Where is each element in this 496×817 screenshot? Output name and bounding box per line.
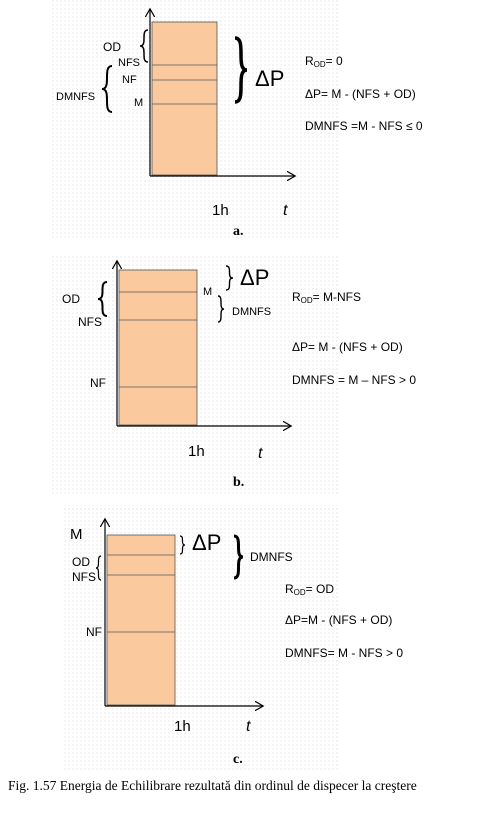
od-label: OD (62, 292, 80, 306)
m-label: M (203, 286, 212, 298)
x-axis-label: t (246, 718, 251, 735)
od-label: OD (72, 555, 90, 569)
dmnfs-label: DMNFS (250, 550, 293, 564)
panel-caption: c. (233, 752, 243, 767)
dmnfs-formula: DMNFS= M - NFS > 0 (285, 646, 403, 660)
dmnfs-formula: DMNFS = M – NFS > 0 (292, 373, 416, 387)
delta-p-formula: ΔP= M - (NFS + OD) (292, 340, 403, 354)
panel-caption: a. (233, 224, 244, 239)
delta-p-label: ΔP (255, 66, 284, 91)
nf-label: NF (86, 625, 102, 639)
x-axis-label: t (258, 445, 263, 462)
delta-p-label: ΔP (192, 530, 221, 555)
formula-rest: = M-NFS (313, 290, 361, 304)
symbol: R (305, 54, 314, 68)
nf-label: NF (90, 376, 106, 390)
energy-block (151, 21, 218, 176)
symbol: R (285, 582, 294, 596)
subscript: OD (294, 588, 306, 597)
od-label: OD (103, 40, 121, 54)
formula-rest: = 0 (326, 54, 343, 68)
symbol: R (292, 290, 301, 304)
m-label: M (70, 526, 83, 543)
r-od-formula: ROD= M-NFS (292, 290, 361, 305)
brace (217, 295, 225, 323)
r-od-formula: ROD= OD (285, 582, 334, 597)
panel-caption: b. (233, 475, 244, 490)
brace (225, 265, 234, 291)
figure-caption: Fig. 1.57 Energia de Echilibrare rezulta… (8, 778, 417, 793)
r-od-formula: ROD= 0 (305, 54, 343, 69)
nfs-label: NFS (72, 570, 96, 584)
subscript: OD (301, 296, 313, 305)
brace (139, 29, 149, 63)
delta-p-formula: ΔP= M - (NFS + OD) (305, 87, 416, 101)
formula-rest: = OD (306, 582, 335, 596)
nfs-label: NFS (118, 57, 140, 69)
dmnfs-formula: DMNFS =M - NFS ≤ 0 (305, 119, 423, 133)
x-tick-label: 1h (212, 202, 229, 219)
panel-c: M OD NFS NF ΔP DMNFS ROD= OD ΔP=M - (NFS… (62, 505, 403, 770)
brace (234, 36, 248, 104)
brace (97, 281, 108, 317)
x-tick-label: 1h (188, 443, 205, 460)
energy-block (106, 534, 176, 706)
brace (95, 555, 102, 581)
x-axis-label: t (283, 202, 288, 219)
x-tick-label: 1h (174, 718, 191, 735)
nf-label: NF (122, 74, 137, 86)
brace (233, 534, 244, 580)
subscript: OD (314, 60, 326, 69)
energy-block (118, 269, 198, 426)
delta-p-formula: ΔP=M - (NFS + OD) (285, 613, 392, 627)
delta-p-label: ΔP (240, 265, 269, 290)
brace (101, 65, 113, 113)
dmnfs-label: DMNFS (56, 91, 95, 103)
panel-a: OD NFS NF M DMNFS ΔP ROD= 0 ΔP= M - (NFS… (50, 0, 423, 240)
panel-b: OD NFS NF M DMNFS ΔP ROD= M-NFS ΔP= M - … (50, 255, 416, 495)
brace (179, 535, 186, 555)
dmnfs-label: DMNFS (232, 306, 271, 318)
nfs-label: NFS (78, 315, 102, 329)
m-label: M (134, 97, 143, 109)
